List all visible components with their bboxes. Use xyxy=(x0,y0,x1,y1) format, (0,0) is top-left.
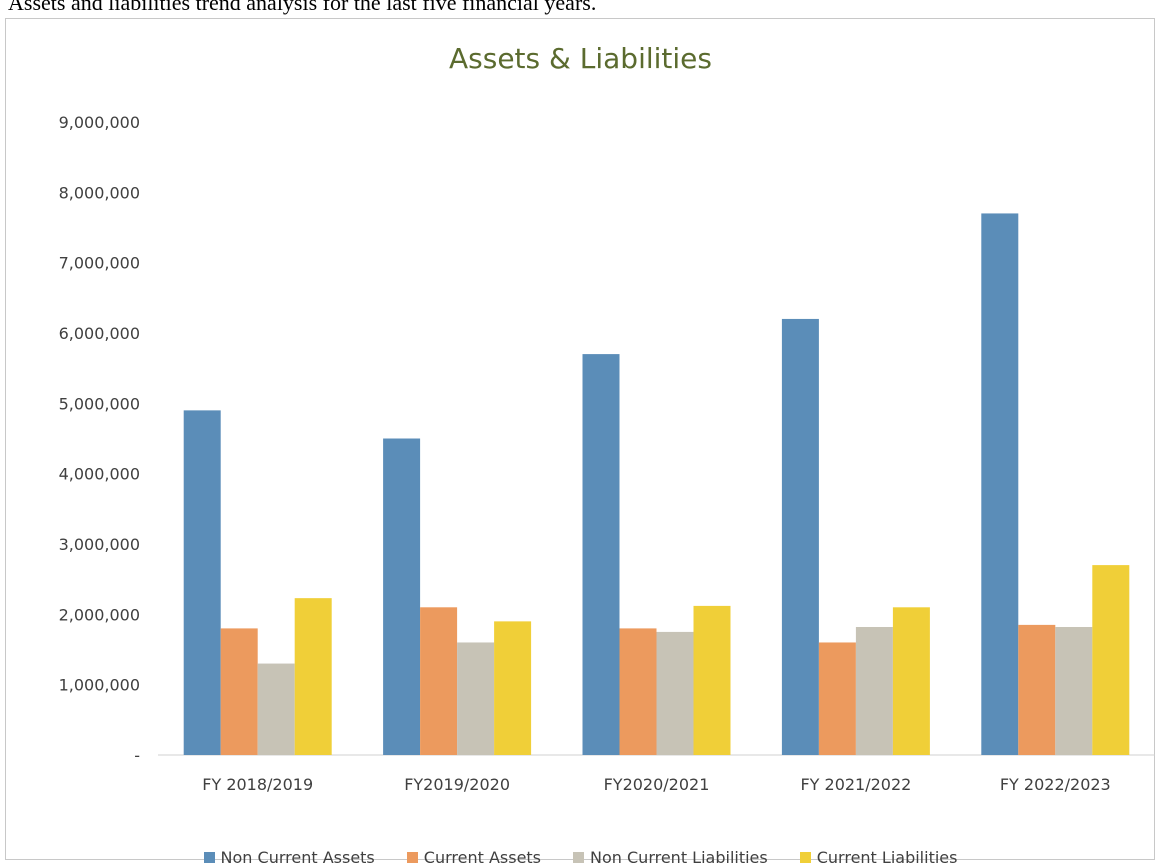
legend-swatch xyxy=(203,852,215,863)
x-tick-label: FY 2022/2023 xyxy=(1000,775,1111,794)
legend-label: Non Current Assets xyxy=(220,848,375,867)
x-tick-label: FY2020/2021 xyxy=(604,775,710,794)
x-tick-label: FY 2021/2022 xyxy=(800,775,911,794)
bar xyxy=(818,642,856,755)
legend-swatch xyxy=(799,852,811,863)
legend-item: Non Current Liabilities xyxy=(573,848,768,867)
bar xyxy=(981,213,1019,755)
legend-item: Current Assets xyxy=(406,848,542,867)
bar xyxy=(781,318,819,755)
y-tick-label: 2,000,000 xyxy=(59,605,140,624)
bar xyxy=(1018,624,1056,755)
legend-item: Current Liabilities xyxy=(799,848,958,867)
bar xyxy=(582,354,620,755)
bar xyxy=(1055,626,1093,755)
bar xyxy=(457,642,495,755)
bar xyxy=(220,628,258,755)
legend-swatch xyxy=(573,852,585,863)
legend-item: Non Current Assets xyxy=(203,848,375,867)
y-tick-label: 7,000,000 xyxy=(59,254,140,273)
bar xyxy=(693,605,731,755)
legend-swatch xyxy=(406,852,418,863)
x-tick-label: FY 2018/2019 xyxy=(202,775,313,794)
legend-label: Current Assets xyxy=(423,848,542,867)
bar xyxy=(656,631,694,755)
legend-label: Current Liabilities xyxy=(816,848,958,867)
bar xyxy=(183,410,221,755)
y-tick-label: - xyxy=(134,746,140,765)
chart-title: Assets & Liabilities xyxy=(449,42,712,75)
bar xyxy=(1092,565,1130,755)
bar xyxy=(855,626,893,755)
chart-legend: Non Current Assets Current Assets Non Curr… xyxy=(0,848,1161,867)
y-tick-label: 4,000,000 xyxy=(59,465,140,484)
y-tick-label: 3,000,000 xyxy=(59,535,140,554)
x-tick-label: FY2019/2020 xyxy=(404,775,510,794)
chart-caption: Assets and liabilities trend analysis fo… xyxy=(8,0,597,15)
bar xyxy=(420,607,458,755)
y-tick-label: 6,000,000 xyxy=(59,324,140,343)
y-tick-label: 1,000,000 xyxy=(59,676,140,695)
y-tick-label: 5,000,000 xyxy=(59,394,140,413)
y-tick-label: 8,000,000 xyxy=(59,183,140,202)
bar xyxy=(257,663,295,755)
bar xyxy=(892,607,930,755)
bar xyxy=(383,438,421,755)
bar xyxy=(494,621,532,755)
bar xyxy=(619,628,657,755)
legend-label: Non Current Liabilities xyxy=(590,848,768,867)
bar xyxy=(294,598,332,755)
y-tick-label: 9,000,000 xyxy=(59,113,140,132)
